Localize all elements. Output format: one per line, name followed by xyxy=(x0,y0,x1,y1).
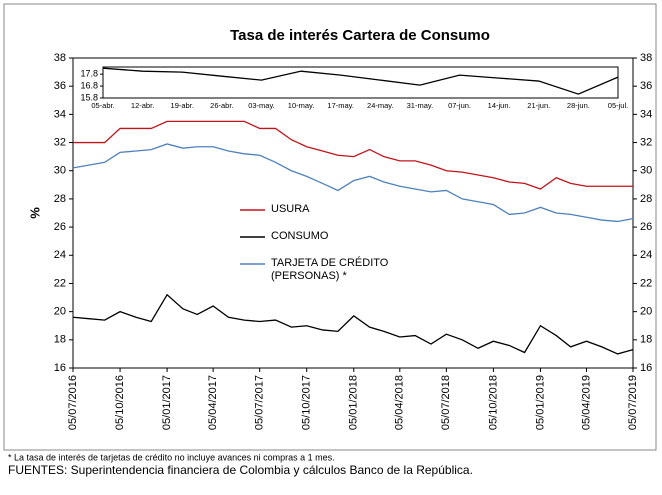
series-line xyxy=(72,143,634,223)
x-tick-label: 05/07/2017 xyxy=(254,375,266,430)
plot-area xyxy=(72,57,634,369)
x-tick-label: 05/10/2017 xyxy=(301,375,313,430)
inset-x-tick-label: 05-abr. xyxy=(91,101,114,110)
x-tick-label: 05/07/2016 xyxy=(67,375,79,430)
x-tick-label: 05/07/2018 xyxy=(440,375,452,430)
y2-tick-label: 16 xyxy=(640,362,652,374)
inset-x-tick-label: 19-abr. xyxy=(171,101,194,110)
y2-tick-label: 32 xyxy=(640,136,652,148)
inset-y-tick-label: 16.8 xyxy=(80,80,98,90)
y-tick-label: 22 xyxy=(54,277,66,289)
x-tick-label: 05/10/2016 xyxy=(114,375,126,430)
series-line xyxy=(72,293,634,355)
x-tick-label: 05/01/2019 xyxy=(534,375,546,430)
inset-x-tick-label: 05-jul. xyxy=(608,101,628,110)
y-tick-label: 38 xyxy=(54,52,66,64)
inset-x-tick-label: 26-abr. xyxy=(210,101,233,110)
y2-tick-label: 38 xyxy=(640,52,652,64)
y-tick-label: 20 xyxy=(54,306,66,318)
chart-title: Tasa de interés Cartera de Consumo xyxy=(230,27,490,44)
x-tick-label: 05/01/2018 xyxy=(348,375,360,430)
inset-x-tick-label: 24-may. xyxy=(367,101,394,110)
inset-x-tick-label: 07-jun. xyxy=(448,101,471,110)
y2-tick-label: 24 xyxy=(640,249,652,261)
y-tick-label: 28 xyxy=(54,193,66,205)
x-tick-label: 05/04/2018 xyxy=(394,375,406,430)
source: FUENTES: Superintendencia financiera de … xyxy=(8,463,473,477)
inset-x-tick-label: 21-jun. xyxy=(527,101,550,110)
y-tick-label: 18 xyxy=(54,334,66,346)
y2-tick-label: 30 xyxy=(640,165,652,177)
y2-tick-label: 26 xyxy=(640,221,652,233)
x-tick-label: 05/04/2019 xyxy=(580,375,592,430)
series-line xyxy=(73,120,633,190)
inset-y-tick-label: 17.8 xyxy=(80,69,98,79)
legend-label: USURA xyxy=(271,203,310,215)
inset-x-tick-label: 12-abr. xyxy=(131,101,154,110)
y2-tick-label: 28 xyxy=(640,193,652,205)
inset-x-tick-label: 28-jun. xyxy=(567,101,590,110)
y2-tick-label: 36 xyxy=(640,80,652,92)
y2-tick-label: 20 xyxy=(640,306,652,318)
y-axis-label: % xyxy=(27,207,42,219)
y-tick-label: 32 xyxy=(54,136,66,148)
inset-x-tick-label: 31-may. xyxy=(407,101,434,110)
x-tick-label: 05/10/2018 xyxy=(487,375,499,430)
footnote: * La tasa de interés de tarjetas de créd… xyxy=(8,452,335,462)
legend-label: CONSUMO xyxy=(271,230,329,242)
y2-tick-label: 18 xyxy=(640,334,652,346)
x-tick-label: 05/07/2019 xyxy=(627,375,639,430)
inset-line xyxy=(102,67,619,95)
inset-x-tick-label: 03-may. xyxy=(248,101,275,110)
inset-y-tick-label: 15.8 xyxy=(80,92,98,102)
y-tick-label: 24 xyxy=(54,249,66,261)
y-tick-label: 34 xyxy=(54,108,66,120)
inset-x-tick-label: 10-may. xyxy=(288,101,315,110)
inset-x-tick-label: 14-jun. xyxy=(488,101,511,110)
inset-x-tick-label: 17-may. xyxy=(327,101,354,110)
x-tick-label: 05/01/2017 xyxy=(161,375,173,430)
legend-label: TARJETA DE CRÉDITO (PERSONAS) * xyxy=(271,257,389,282)
y-tick-label: 16 xyxy=(54,362,66,374)
y-tick-label: 36 xyxy=(54,80,66,92)
y2-tick-label: 22 xyxy=(640,277,652,289)
frame xyxy=(3,3,657,451)
y-tick-label: 30 xyxy=(54,165,66,177)
y2-tick-label: 34 xyxy=(640,108,652,120)
x-tick-label: 05/04/2017 xyxy=(207,375,219,430)
y-tick-label: 26 xyxy=(54,221,66,233)
